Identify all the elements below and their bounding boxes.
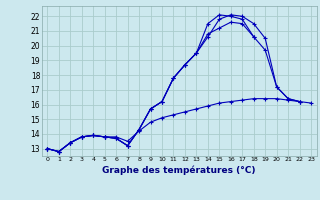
- X-axis label: Graphe des températures (°C): Graphe des températures (°C): [102, 165, 256, 175]
